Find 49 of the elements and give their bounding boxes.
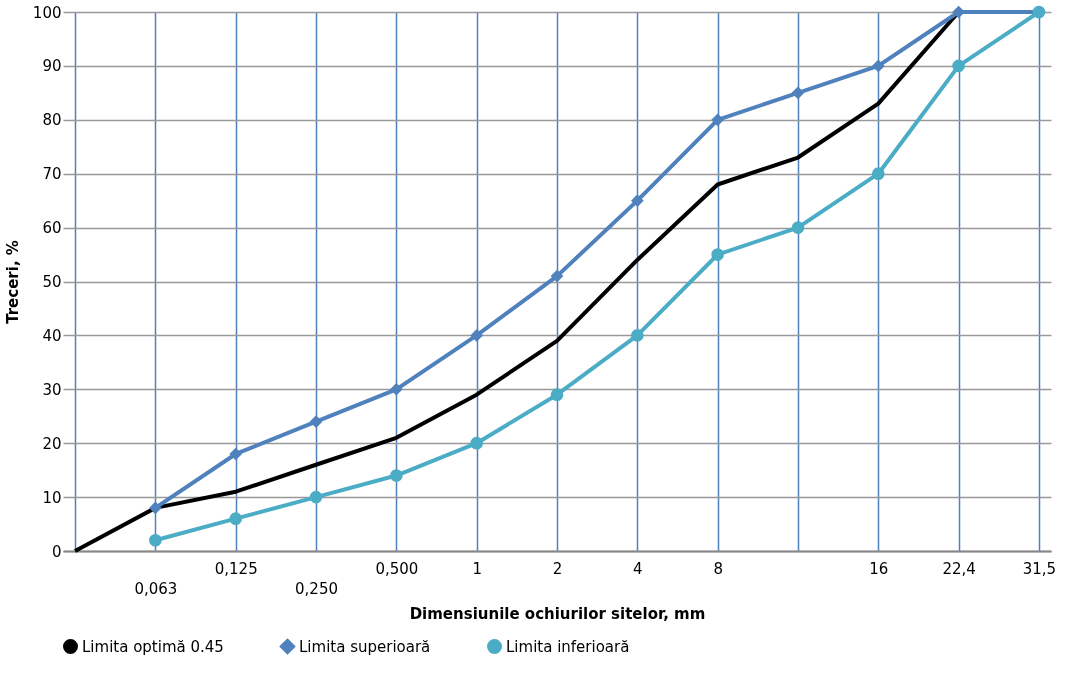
x-tick-label: 22,4 xyxy=(942,559,976,578)
point xyxy=(631,194,644,207)
y-tick-label: 80 xyxy=(42,111,62,130)
point xyxy=(952,59,965,73)
x-tick-label: 0,063 xyxy=(134,579,178,598)
y-tick-label: 20 xyxy=(42,434,62,453)
point xyxy=(791,221,805,234)
point xyxy=(470,436,483,450)
x-tick-label: 1 xyxy=(472,559,482,578)
point xyxy=(309,490,323,504)
y-axis-title: Treceri, % xyxy=(3,240,22,324)
x-tick-label: 2 xyxy=(552,559,563,578)
point xyxy=(229,512,243,525)
x-axis-title: Dimensiunile ochiurilor sitelor, mm xyxy=(409,604,706,623)
x-tick-label: 31,5 xyxy=(1022,559,1057,578)
legend-label: Limita inferioară xyxy=(506,637,630,656)
point xyxy=(309,415,323,428)
point xyxy=(149,533,162,547)
point xyxy=(711,113,724,127)
x-tick-label: 0,500 xyxy=(375,559,419,578)
point xyxy=(149,501,162,515)
point xyxy=(390,469,403,482)
y-tick-label: 100 xyxy=(32,3,62,22)
point xyxy=(229,447,243,461)
legend-label: Limita optimă 0.45 xyxy=(82,637,224,656)
x-tick-label: 0,125 xyxy=(214,559,258,578)
point xyxy=(791,86,805,100)
point xyxy=(952,5,965,19)
y-tick-label: 10 xyxy=(42,488,62,507)
point xyxy=(390,382,403,396)
x-tick-label: 0,250 xyxy=(295,579,338,598)
y-tick-label: 50 xyxy=(42,273,62,291)
point xyxy=(631,329,644,342)
legend-label: Limita superioară xyxy=(299,637,431,656)
point xyxy=(871,59,885,73)
y-tick-label: 0 xyxy=(51,542,62,561)
point xyxy=(871,167,885,181)
point xyxy=(550,269,564,283)
y-tick-label: 30 xyxy=(42,380,62,399)
point xyxy=(470,329,483,342)
x-tick-label: 16 xyxy=(869,559,889,578)
x-tick-label: 8 xyxy=(713,559,723,578)
point xyxy=(711,248,724,261)
y-tick-label: 70 xyxy=(42,165,62,184)
point xyxy=(550,388,564,401)
x-tick-label: 4 xyxy=(633,559,643,578)
y-tick-label: 90 xyxy=(42,57,62,76)
y-tick-label: 60 xyxy=(42,219,62,238)
y-tick-label: 40 xyxy=(42,326,62,345)
